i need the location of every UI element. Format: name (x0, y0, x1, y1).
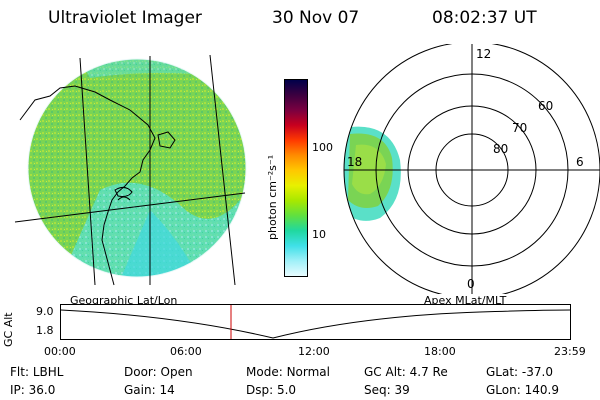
colorbar (284, 79, 308, 277)
info-door: Door: Open (124, 365, 193, 379)
timeline-plot (60, 304, 571, 340)
colorbar-tick-100: 100 (312, 141, 333, 154)
info-gc-alt: GC Alt: 4.7 Re (364, 365, 448, 379)
timeline-ytick-bottom: 1.8 (36, 324, 54, 337)
timeline-xtick-1200: 12:00 (298, 345, 330, 358)
info-glat: GLat: -37.0 (486, 365, 553, 379)
app-title: Ultraviolet Imager (48, 8, 202, 28)
timeline-xtick-0000: 00:00 (44, 345, 76, 358)
apex-label: Apex MLat/MLT (424, 294, 507, 307)
geographic-image (14, 54, 247, 286)
info-seq: Seq: 39 (364, 383, 410, 397)
timeline-axis-title: GC Alt (2, 312, 15, 347)
info-ip: IP: 36.0 (10, 383, 56, 397)
info-dsp: Dsp: 5.0 (246, 383, 297, 397)
info-mode: Mode: Normal (246, 365, 330, 379)
timeline-ytick-top: 9.0 (36, 305, 54, 318)
header-date: 30 Nov 07 (272, 8, 360, 28)
mlt-label-6: 6 (576, 155, 584, 169)
mlat-label-80: 80 (493, 142, 508, 156)
header-time: 08:02:37 UT (432, 8, 537, 28)
info-gain: Gain: 14 (124, 383, 175, 397)
geographic-label: Geographic Lat/Lon (70, 294, 178, 307)
mlat-label-60: 60 (538, 99, 553, 113)
mlt-label-18: 18 (347, 155, 362, 169)
mlt-label-12: 12 (476, 47, 491, 61)
mlt-label-0: 0 (467, 277, 475, 291)
colorbar-tick-10: 10 (312, 228, 326, 241)
mlat-label-70: 70 (512, 121, 527, 135)
colorbar-axis-label: photon cm⁻²s⁻¹ (266, 154, 279, 240)
timeline-xtick-2359: 23:59 (554, 345, 586, 358)
timeline-xtick-0600: 06:00 (170, 345, 202, 358)
polar-plot: 12 18 6 0 60 70 80 (343, 44, 600, 294)
info-glon: GLon: 140.9 (486, 383, 559, 397)
info-flt: Flt: LBHL (10, 365, 64, 379)
timeline-xtick-1800: 18:00 (424, 345, 456, 358)
